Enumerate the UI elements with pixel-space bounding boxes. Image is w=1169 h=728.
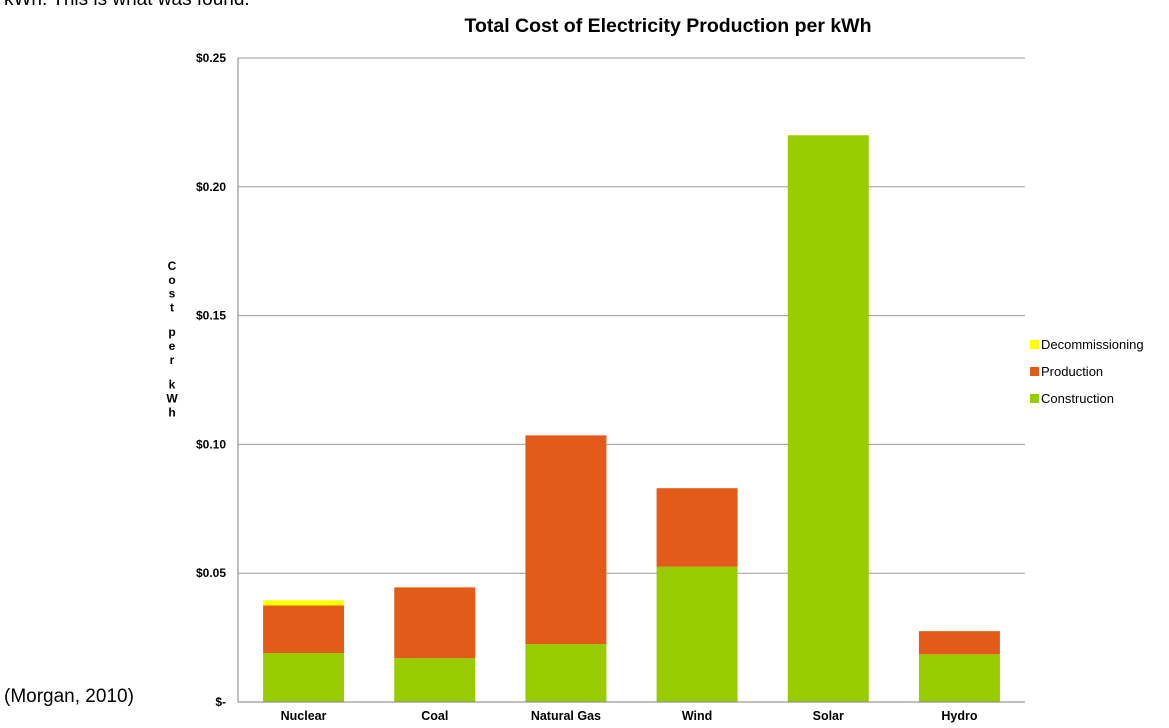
- bar-production-wind: [656, 488, 738, 567]
- y-tick-label: $-: [215, 695, 226, 709]
- y-axis-label-char: k: [169, 378, 176, 392]
- legend-label-production: Production: [1041, 364, 1103, 379]
- bar-production-hydro: [918, 631, 1000, 655]
- legend-swatch-decommissioning: [1030, 340, 1039, 349]
- bar-production-natural-gas: [525, 435, 607, 645]
- bars: [263, 135, 1000, 702]
- y-axis-label-char: o: [168, 273, 175, 287]
- x-category-labels: Nuclear Coal Natural Gas Wind Solar Hydro: [281, 709, 978, 723]
- bar-construction-coal: [394, 658, 476, 702]
- bar-construction-wind: [656, 566, 738, 702]
- bar-production-coal: [394, 587, 476, 659]
- y-axis-label-char: e: [169, 339, 176, 353]
- citation: (Morgan, 2010): [4, 686, 134, 707]
- intro-text-fragment: kWh. This is what was found:: [4, 0, 250, 11]
- x-category-label: Wind: [682, 709, 712, 723]
- y-axis-label-char: p: [168, 325, 175, 339]
- y-tick-label: $0.25: [196, 51, 226, 65]
- y-axis-label-char: t: [170, 300, 174, 314]
- y-tick-label: $0.05: [196, 566, 226, 580]
- y-tick-label: $0.10: [196, 437, 226, 451]
- y-axis-label-char: W: [166, 391, 178, 405]
- bar-construction-hydro: [918, 654, 1000, 702]
- gridlines: [238, 57, 1025, 574]
- bar-decommissioning-nuclear: [263, 600, 345, 606]
- y-axis-label-char: C: [168, 259, 177, 273]
- bar-production-nuclear: [263, 605, 345, 654]
- bar-construction-solar: [787, 135, 869, 702]
- legend-label-decommissioning: Decommissioning: [1041, 337, 1144, 352]
- axes: [237, 58, 1025, 703]
- y-tick-label: $0.15: [196, 309, 226, 323]
- y-tick-label: $0.20: [196, 180, 226, 194]
- x-category-label: Natural Gas: [531, 709, 601, 723]
- legend-swatch-production: [1030, 367, 1039, 376]
- chart-title: Total Cost of Electricity Production per…: [464, 15, 871, 37]
- y-axis-label-char: s: [169, 287, 176, 301]
- y-axis-label-char: r: [170, 353, 175, 367]
- bar-construction-natural-gas: [525, 644, 607, 702]
- x-category-label: Solar: [813, 709, 844, 723]
- x-category-label: Nuclear: [281, 709, 327, 723]
- legend-swatch-construction: [1030, 394, 1039, 403]
- x-category-label: Coal: [421, 709, 448, 723]
- legend-label-construction: Construction: [1041, 391, 1114, 406]
- y-tick-labels: $- $0.05 $0.10 $0.15 $0.20 $0.25: [196, 51, 226, 709]
- y-axis-label-char: h: [168, 405, 175, 419]
- x-category-label: Hydro: [941, 709, 977, 723]
- bar-construction-nuclear: [263, 653, 345, 702]
- legend: Decommissioning Production Construction: [1030, 337, 1144, 406]
